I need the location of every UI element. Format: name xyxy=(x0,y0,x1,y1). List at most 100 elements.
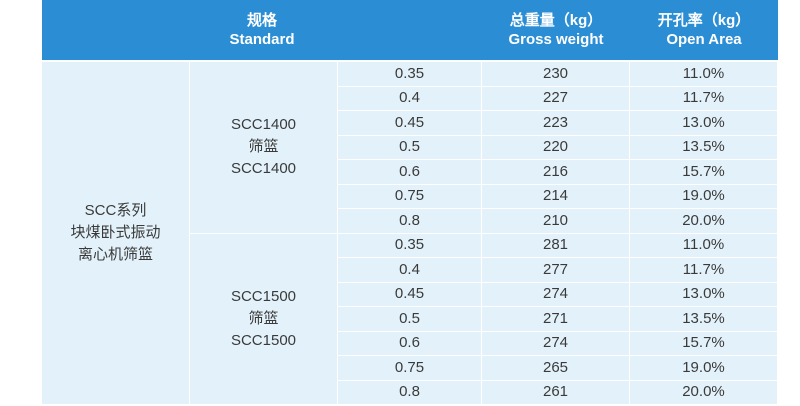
cell-text: 15.7% xyxy=(682,162,725,180)
cell-text: 13.5% xyxy=(682,309,725,327)
cell-text: 0.75 xyxy=(394,187,425,205)
series-label: SCC系列块煤卧式振动 离心机筛篮 xyxy=(42,62,190,405)
gross-weight: 220 xyxy=(482,135,630,160)
cell-text: 19.0% xyxy=(682,187,725,205)
cell-text: 281 xyxy=(542,236,569,254)
mesh-size: 0.35 xyxy=(338,62,482,87)
open-area: 11.7% xyxy=(630,86,778,111)
open-area: 20.0% xyxy=(630,380,778,405)
mesh-size: 0.5 xyxy=(338,307,482,332)
cell-text: SCC1500 xyxy=(230,331,297,349)
gross-weight: 277 xyxy=(482,258,630,283)
cell-text: Standard xyxy=(229,31,295,48)
cell-text: 块煤卧式振动 xyxy=(70,224,161,241)
cell-text: 开孔率（kg） xyxy=(657,12,751,29)
cell-text: 0.6 xyxy=(399,334,420,352)
cell-text: 19.0% xyxy=(682,358,725,376)
cell-text: 0.6 xyxy=(399,162,420,180)
cell-text: 11.7% xyxy=(682,260,725,278)
cell-text: 274 xyxy=(542,334,569,352)
cell-text: SCC系列 xyxy=(84,202,147,219)
cell-text: 0.8 xyxy=(399,211,420,229)
open-area: 15.7% xyxy=(630,160,778,185)
gross-weight: 214 xyxy=(482,184,630,209)
mesh-size: 0.35 xyxy=(338,233,482,258)
cell-text: 0.8 xyxy=(399,383,420,401)
gross-weight: 230 xyxy=(482,62,630,87)
open-area: 20.0% xyxy=(630,209,778,234)
cell-text: 筛篮 xyxy=(248,138,279,156)
cell-text: 0.35 xyxy=(394,64,425,82)
mesh-size: 0.4 xyxy=(338,258,482,283)
model-label: SCC1400 筛篮 SCC1400 xyxy=(190,62,338,234)
cell-text: 261 xyxy=(542,383,569,401)
mesh-size: 0.8 xyxy=(338,380,482,405)
open-area: 13.5% xyxy=(630,307,778,332)
cell-text: 15.7% xyxy=(682,334,725,352)
gross-weight: 261 xyxy=(482,380,630,405)
open-area: 13.0% xyxy=(630,111,778,136)
cell-text: 11.0% xyxy=(682,236,725,254)
cell-text: Gross weight xyxy=(508,31,604,48)
cell-text: 0.45 xyxy=(394,285,425,303)
cell-text: 13.5% xyxy=(682,138,725,156)
cell-text: 220 xyxy=(542,138,569,156)
gross-weight: 227 xyxy=(482,86,630,111)
cell-text: 规格 xyxy=(246,12,277,29)
header-open: 开孔率（kg） Open Area xyxy=(630,0,778,60)
cell-text: 271 xyxy=(542,309,569,327)
mesh-size: 0.45 xyxy=(338,111,482,136)
cell-text: Open Area xyxy=(666,31,742,48)
gross-weight: 223 xyxy=(482,111,630,136)
gross-weight: 274 xyxy=(482,282,630,307)
cell-text: 11.0% xyxy=(682,64,725,82)
mesh-size: 0.75 xyxy=(338,356,482,381)
open-area: 11.0% xyxy=(630,62,778,87)
open-area: 13.0% xyxy=(630,282,778,307)
cell-text: 0.45 xyxy=(394,113,425,131)
mesh-size: 0.5 xyxy=(338,135,482,160)
cell-text: 0.35 xyxy=(394,236,425,254)
gross-weight: 271 xyxy=(482,307,630,332)
cell-text: 214 xyxy=(542,187,569,205)
cell-text: 0.4 xyxy=(399,89,420,107)
mesh-size: 0.45 xyxy=(338,282,482,307)
open-area: 11.7% xyxy=(630,258,778,283)
cell-text: 274 xyxy=(542,285,569,303)
gross-weight: 210 xyxy=(482,209,630,234)
cell-text: SCC1400 xyxy=(230,160,297,178)
open-area: 13.5% xyxy=(630,135,778,160)
gross-weight: 265 xyxy=(482,356,630,381)
cell-text: 216 xyxy=(542,162,569,180)
open-area: 15.7% xyxy=(630,331,778,356)
cell-text: 离心机筛篮 xyxy=(77,246,153,263)
cell-text: 223 xyxy=(542,113,569,131)
cell-text: 13.0% xyxy=(682,113,725,131)
mesh-size: 0.4 xyxy=(338,86,482,111)
open-area: 11.0% xyxy=(630,233,778,258)
mesh-size: 0.6 xyxy=(338,331,482,356)
mesh-size: 0.6 xyxy=(338,160,482,185)
cell-text: 227 xyxy=(542,89,569,107)
gross-weight: 281 xyxy=(482,233,630,258)
model-label: SCC1500 筛篮 SCC1500 xyxy=(190,233,338,405)
cell-text: 11.7% xyxy=(682,89,725,107)
cell-text: 265 xyxy=(542,358,569,376)
cell-text: 277 xyxy=(542,260,569,278)
cell-text: 0.5 xyxy=(399,309,420,327)
open-area: 19.0% xyxy=(630,356,778,381)
cell-text: 20.0% xyxy=(682,211,725,229)
open-area: 19.0% xyxy=(630,184,778,209)
gross-weight: 274 xyxy=(482,331,630,356)
header-standard: 规格 Standard xyxy=(42,0,482,60)
cell-text: 0.4 xyxy=(399,260,420,278)
cell-text: 210 xyxy=(542,211,569,229)
mesh-size: 0.8 xyxy=(338,209,482,234)
cell-text: SCC1500 xyxy=(230,287,297,305)
cell-text: 20.0% xyxy=(682,383,725,401)
mesh-size: 0.75 xyxy=(338,184,482,209)
cell-text: 13.0% xyxy=(682,285,725,303)
cell-text: 230 xyxy=(542,64,569,82)
cell-text: 筛篮 xyxy=(248,309,279,327)
